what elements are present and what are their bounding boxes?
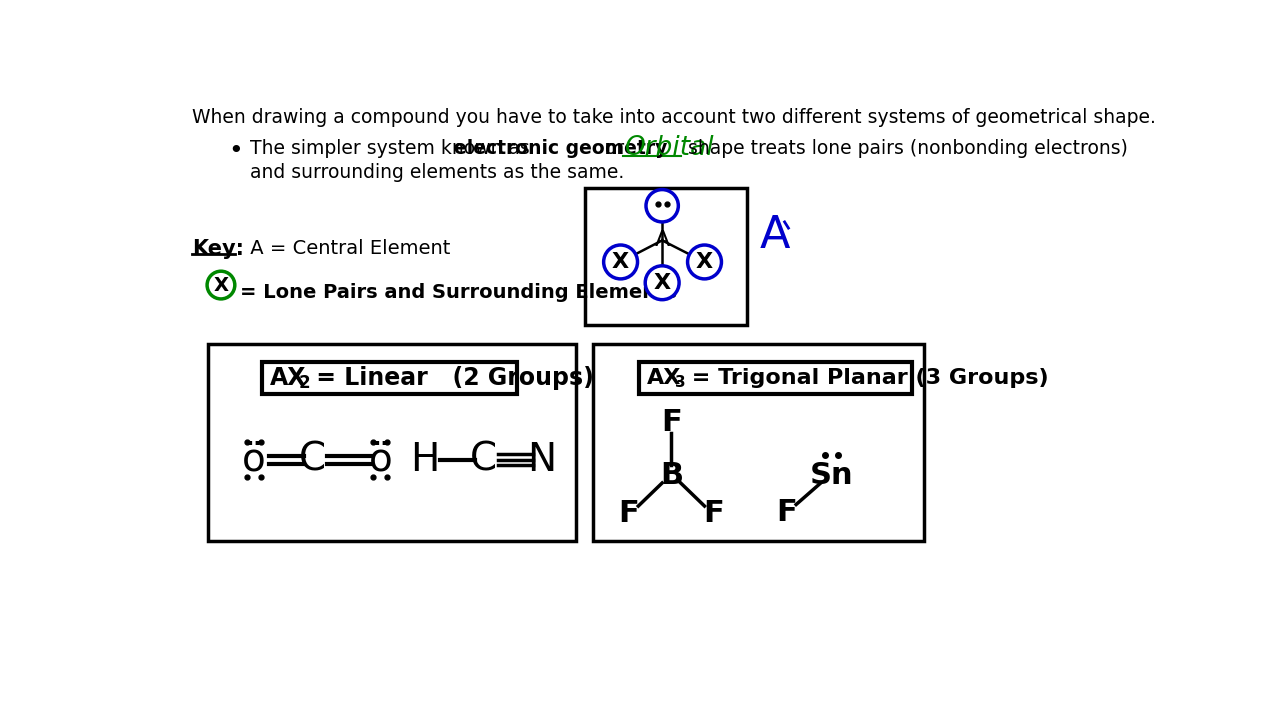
Circle shape — [604, 245, 637, 279]
Text: electronic geometry: electronic geometry — [454, 139, 668, 158]
FancyBboxPatch shape — [639, 362, 913, 395]
Text: X: X — [214, 276, 228, 294]
Text: F: F — [618, 499, 640, 528]
Text: A: A — [760, 214, 791, 256]
FancyBboxPatch shape — [585, 188, 746, 325]
Text: F: F — [777, 498, 797, 527]
Text: and surrounding elements as the same.: and surrounding elements as the same. — [250, 163, 625, 182]
Text: A = Central Element: A = Central Element — [244, 239, 451, 258]
Text: = Lone Pairs and Surrounding Elements: = Lone Pairs and Surrounding Elements — [241, 283, 677, 302]
Circle shape — [645, 266, 680, 300]
Text: F: F — [660, 408, 682, 437]
Text: A: A — [654, 230, 669, 251]
Circle shape — [646, 189, 678, 222]
Text: Sn: Sn — [810, 461, 854, 490]
Text: ö: ö — [369, 441, 392, 479]
Text: •: • — [229, 139, 243, 163]
Text: X: X — [654, 273, 671, 293]
Text: AX: AX — [270, 366, 306, 390]
Text: N: N — [527, 441, 557, 479]
FancyBboxPatch shape — [593, 344, 924, 541]
Text: The simpler system known as: The simpler system known as — [250, 139, 536, 158]
Text: = Linear   (2 Groups): = Linear (2 Groups) — [308, 366, 594, 390]
Text: = Trigonal Planar (3 Groups): = Trigonal Planar (3 Groups) — [684, 368, 1048, 388]
Text: F: F — [704, 499, 724, 528]
Text: B: B — [659, 461, 684, 490]
Text: C: C — [300, 441, 326, 479]
Text: 2: 2 — [298, 374, 310, 392]
Text: AX: AX — [646, 368, 681, 388]
Circle shape — [687, 245, 722, 279]
Text: X: X — [612, 252, 630, 272]
Text: 3: 3 — [676, 375, 686, 390]
Text: Key:: Key: — [192, 239, 244, 259]
FancyBboxPatch shape — [262, 362, 517, 395]
Text: X: X — [696, 252, 713, 272]
Text: shape treats lone pairs (nonbonding electrons): shape treats lone pairs (nonbonding elec… — [682, 139, 1128, 158]
FancyBboxPatch shape — [207, 344, 576, 541]
Text: Orbital: Orbital — [625, 135, 714, 161]
Text: C: C — [470, 441, 497, 479]
Text: H: H — [411, 441, 440, 479]
Text: or: or — [599, 139, 630, 158]
Text: When drawing a compound you have to take into account two different systems of g: When drawing a compound you have to take… — [192, 108, 1156, 127]
Text: ö: ö — [242, 441, 266, 479]
